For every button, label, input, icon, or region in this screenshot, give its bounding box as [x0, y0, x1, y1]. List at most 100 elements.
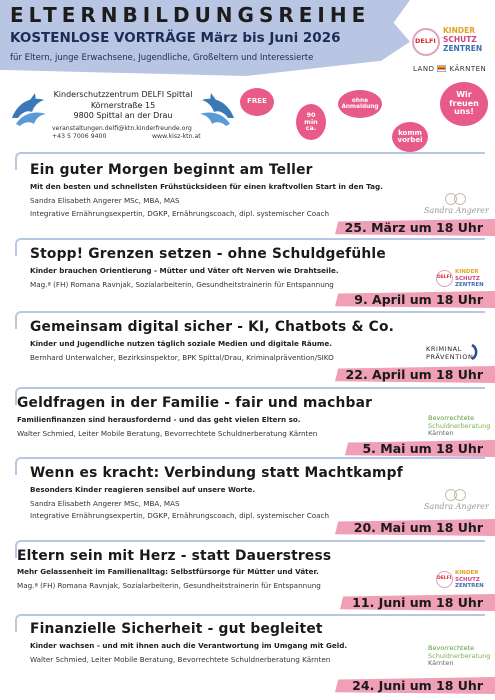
event-1: Ein guter Morgen beginnt am Teller Mit d… — [0, 150, 495, 240]
sandra-angerer-logo-text: Sandra Angerer — [424, 206, 489, 215]
kinderschutz-mini-circle — [436, 571, 453, 588]
event-title: Geldfragen in der Familie - fair und mac… — [17, 395, 373, 411]
bubble-welcome: Wir freuen uns! — [440, 82, 488, 126]
kinderschutz-logo-delfi: DELFI — [415, 37, 436, 45]
event-2: Stopp! Grenzen setzen - ohne Schuldgefüh… — [0, 236, 495, 316]
header-audience: für Eltern, junge Erwachsene, Jugendlich… — [10, 53, 314, 63]
event-speaker-role: Integrative Ernährungsexpertin, DGKP, Er… — [30, 511, 330, 520]
event-4: Geldfragen in der Familie - fair und mac… — [0, 385, 495, 465]
schuldnerberatung-logo-line3: Kärnten — [428, 659, 454, 667]
organizer-phone: +43 5 7006 9400 — [52, 133, 107, 140]
event-teaser: Besonders Kinder reagieren sensibel auf … — [30, 485, 256, 494]
event-teaser: Kinder wachsen - und mit ihnen auch die … — [30, 641, 348, 650]
event-3: Gemeinsam digital sicher - KI, Chatbots … — [0, 309, 495, 389]
event-title: Ein guter Morgen beginnt am Teller — [30, 162, 313, 178]
event-speaker: Mag.ª (FH) Romana Ravnjak, Sozialarbeite… — [30, 280, 334, 289]
event-speaker: Walter Schmied, Leiter Mobile Beratung, … — [17, 429, 318, 438]
section-divider — [15, 457, 485, 475]
organizer-street: Körnerstraße 15 — [90, 100, 156, 110]
kinderschutz-logo: DELFI KINDER SCHUTZ ZENTREN — [412, 26, 492, 60]
event-date: 11. Juni um 18 Uhr — [352, 595, 483, 610]
schuldnerberatung-logo-line1: Bevorrechtete — [428, 414, 475, 422]
sandra-angerer-logo-text: Sandra Angerer — [424, 502, 489, 511]
event-title: Eltern sein mit Herz - statt Dauerstress — [17, 548, 332, 564]
date-band — [335, 219, 495, 236]
bubble-free: FREE — [240, 88, 274, 116]
kinderschutz-logo-line2: SCHUTZ — [443, 35, 477, 44]
kinderschutz-mini-delfi: DELFI — [437, 275, 452, 280]
organizer-address: Kinderschutzzentrum DELFI Spittal Körner… — [48, 90, 198, 122]
event-date: 9. April um 18 Uhr — [354, 292, 483, 307]
date-band — [345, 440, 495, 457]
date-band — [340, 594, 495, 611]
organizer-city: 9800 Spittal an der Drau — [73, 111, 173, 120]
kinderschutz-mini-line2: SCHUTZ — [455, 275, 480, 282]
date-band — [335, 519, 495, 536]
event-teaser: Kinder brauchen Orientierung - Mütter un… — [30, 266, 339, 275]
kinderschutz-mini-circle — [436, 270, 453, 287]
kriminalpraevention-logo-line2: PRÄVENTION — [426, 353, 474, 361]
header-subtitle: KOSTENLOSE VORTRÄGE März bis Juni 2026 — [10, 30, 341, 46]
kinderschutz-mini-line2: SCHUTZ — [455, 576, 480, 583]
series-title: ELTERNBILDUNGSREIHE — [10, 3, 371, 27]
event-teaser: Mit den besten und schnellsten Frühstück… — [30, 182, 383, 191]
organizer-name: Kinderschutzzentrum DELFI Spittal — [53, 90, 193, 99]
bubble-no-registration: ohne Anmeldung — [338, 90, 382, 118]
event-title: Gemeinsam digital sicher - KI, Chatbots … — [30, 319, 395, 335]
event-5: Wenn es kracht: Verbindung statt Machtka… — [0, 455, 495, 545]
dolphin-icon — [12, 93, 46, 126]
event-date: 20. Mai um 18 Uhr — [353, 520, 483, 535]
kinderschutz-mini-text: KINDER SCHUTZ ZENTREN — [455, 570, 484, 590]
section-divider — [15, 152, 485, 170]
land-logo-left: LAND — [413, 65, 435, 73]
section-divider — [15, 614, 485, 632]
header-band — [0, 0, 410, 76]
event-teaser: Kinder und Jugendliche nutzen täglich so… — [30, 339, 332, 348]
kinderschutz-mini-line1: KINDER — [455, 269, 479, 275]
bubble-duration: 90 min ca. — [296, 104, 326, 140]
event-title: Finanzielle Sicherheit - gut begleitet — [30, 621, 323, 637]
organizer-email[interactable]: veranstaltungen.delfi@ktn.kinderfreunde.… — [52, 125, 192, 132]
dolphin-icon — [200, 93, 234, 126]
sandra-angerer-logo: Sandra Angerer — [424, 489, 489, 511]
kinderschutz-logo-line1: KINDER — [443, 26, 476, 35]
kriminalpraevention-logo-line1: KRIMINAL — [426, 345, 462, 353]
event-speaker: Sandra Elisabeth Angerer MSc, MBA, MAS — [30, 499, 180, 508]
event-date: 25. März um 18 Uhr — [344, 220, 483, 235]
kinderschutz-mini-line1: KINDER — [455, 570, 479, 576]
organizer-website[interactable]: www.kisz-ktn.at — [152, 133, 201, 140]
kinderschutz-logo-line3: ZENTREN — [443, 44, 483, 53]
bubble-come-by: komm vorbei — [392, 122, 428, 152]
schuldnerberatung-logo-line2: Schuldnerberatung — [428, 421, 491, 430]
schuldnerberatung-logo-line3: Kärnten — [428, 429, 454, 437]
kinderschutz-logo-text: KINDER SCHUTZ ZENTREN — [443, 26, 482, 53]
event-7: Finanzielle Sicherheit - gut begleitet K… — [0, 612, 495, 700]
section-divider — [15, 238, 485, 256]
event-date: 22. April um 18 Uhr — [345, 367, 483, 382]
event-date: 24. Juni um 18 Uhr — [352, 678, 483, 693]
land-kaernten-logo: LAND KÄRNTEN — [413, 65, 486, 73]
land-logo-right: KÄRNTEN — [449, 65, 487, 73]
sandra-angerer-logo: Sandra Angerer — [424, 193, 489, 215]
event-speaker: Mag.ª (FH) Romana Ravnjak, Sozialarbeite… — [17, 581, 321, 590]
event-speaker: Sandra Elisabeth Angerer MSc, MBA, MAS — [30, 196, 180, 205]
section-divider — [15, 311, 485, 329]
date-band — [335, 677, 495, 694]
section-divider — [15, 540, 485, 558]
schuldnerberatung-logo: Bevorrechtete Schuldnerberatung Kärnten — [428, 414, 491, 438]
event-date: 5. Mai um 18 Uhr — [362, 441, 483, 456]
schuldnerberatung-logo-line2: Schuldnerberatung — [428, 651, 491, 660]
schuldnerberatung-logo-line1: Bevorrechtete — [428, 644, 475, 652]
event-speaker-role: Integrative Ernährungsexpertin, DGKP, Er… — [30, 209, 330, 218]
flag-icon — [437, 65, 447, 72]
event-title: Wenn es kracht: Verbindung statt Machtka… — [30, 465, 403, 481]
event-title: Stopp! Grenzen setzen - ohne Schuldgefüh… — [30, 246, 386, 262]
kriminalpraevention-logo: KRIMINAL PRÄVENTION — [426, 343, 478, 361]
event-speaker: Bernhard Unterwalcher, Bezirksinspektor,… — [30, 353, 334, 362]
section-divider — [15, 387, 485, 405]
event-speaker: Walter Schmied, Leiter Mobile Beratung, … — [30, 655, 331, 664]
kinderschutz-mini-delfi: DELFI — [437, 576, 452, 581]
kinderschutz-mini-line3: ZENTREN — [455, 583, 484, 589]
arc-icon — [471, 343, 478, 361]
kinderschutz-mini-logo: DELFI KINDER SCHUTZ ZENTREN — [436, 570, 486, 590]
